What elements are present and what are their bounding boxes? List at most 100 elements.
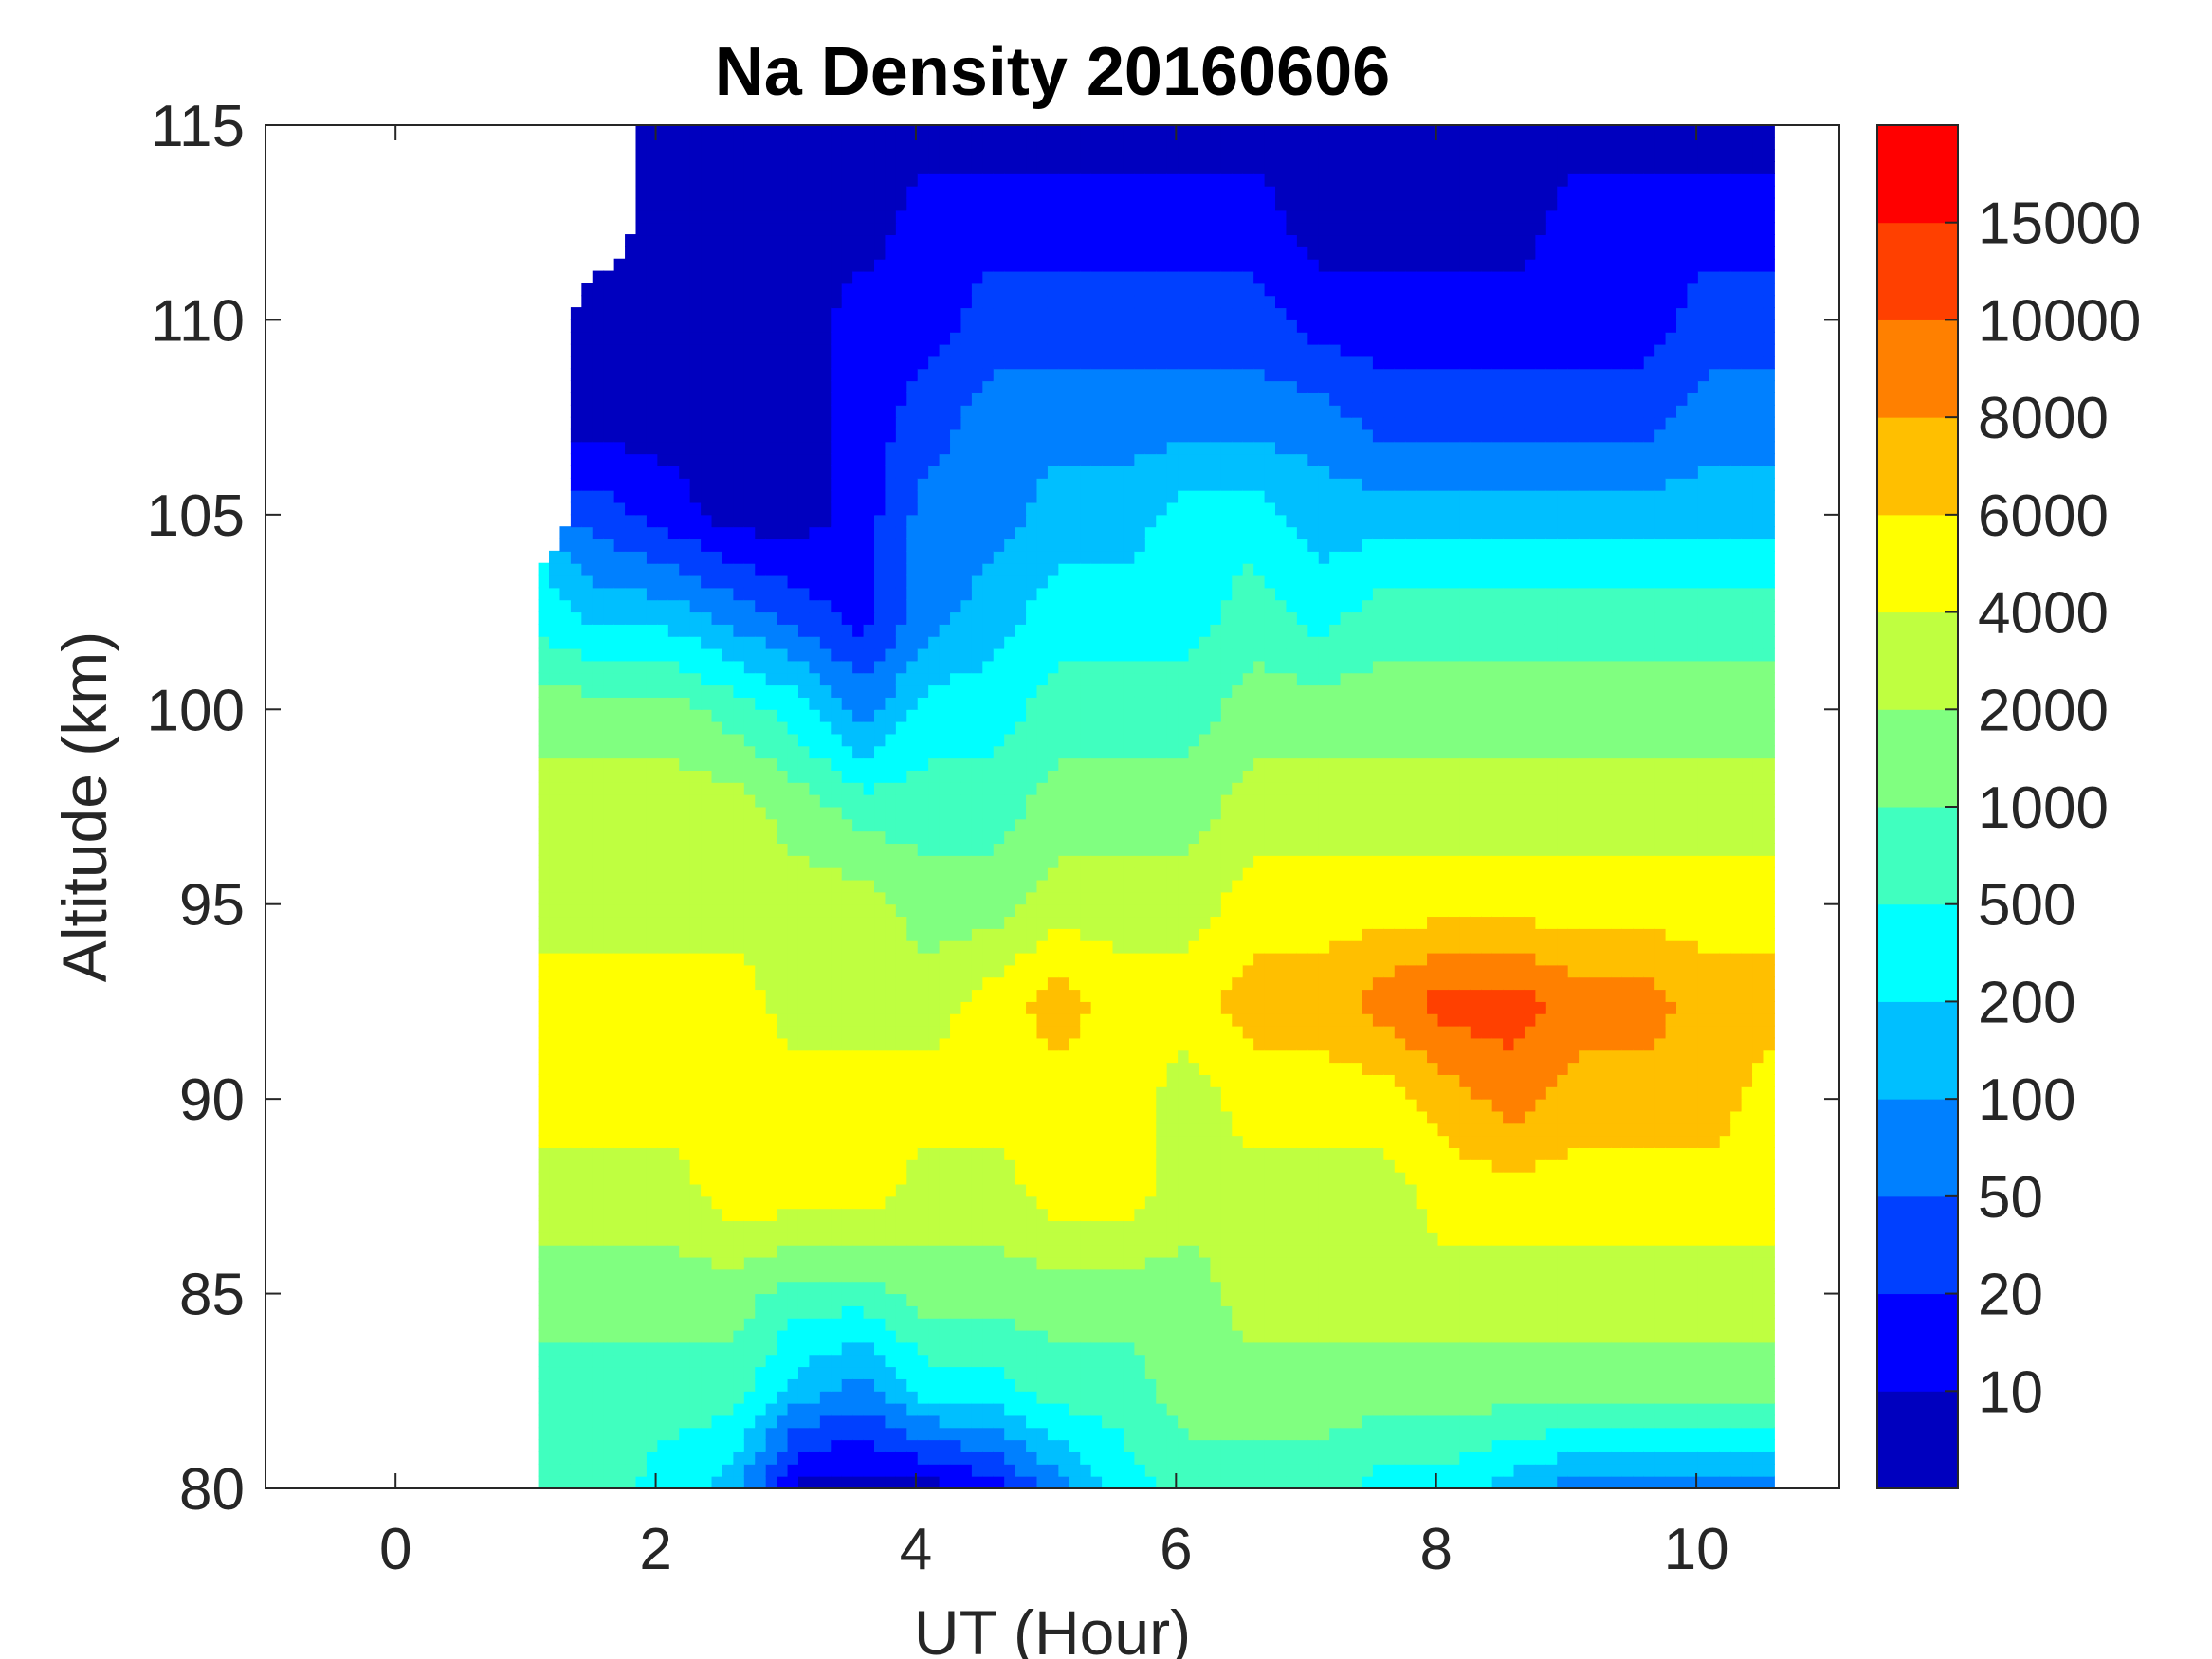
contour-cell [667,501,681,516]
contour-cell [787,757,799,771]
contour-cell [917,611,930,625]
contour-cell [939,477,952,491]
contour-cell [765,307,778,320]
contour-cell [625,806,637,820]
contour-cell [592,1390,605,1404]
contour-cell [743,1293,757,1306]
contour-cell [982,210,995,224]
contour-cell [538,623,551,637]
contour-cell [625,246,637,260]
contour-cell [787,635,799,649]
contour-cell [657,1147,669,1160]
contour-cell [689,1147,703,1160]
contour-cell [841,1012,854,1027]
contour-cell [549,1208,561,1222]
contour-cell [831,587,843,601]
contour-cell [906,574,919,589]
contour-cell [950,1135,962,1148]
contour-cell [874,866,887,881]
contour-cell [797,1390,811,1404]
contour-cell [895,1329,908,1343]
contour-cell [831,1450,843,1465]
contour-cell [885,1450,897,1465]
contour-cell [733,185,745,199]
contour-cell [841,137,854,151]
contour-cell [917,1377,930,1392]
contour-cell [809,380,821,393]
contour-cell [635,137,648,151]
contour-cell [635,708,648,722]
contour-cell [613,368,627,382]
contour-cell [841,1354,854,1368]
contour-cell [939,1341,952,1356]
contour-cell [549,1414,561,1429]
contour-cell [765,927,778,941]
contour-cell [733,1402,745,1416]
contour-cell [711,246,723,260]
contour-cell [570,806,583,820]
contour-cell [755,1158,767,1173]
contour-cell [885,149,897,163]
contour-cell [646,1025,659,1039]
contour-cell [960,989,973,1002]
contour-cell [667,477,681,491]
contour-cell [1026,1037,1038,1051]
contour-cell [841,733,854,747]
contour-cell [667,1427,681,1441]
contour-cell [841,635,854,649]
contour-cell [667,283,681,297]
contour-cell [797,246,811,260]
contour-cell [787,1439,799,1452]
contour-cell [679,696,691,710]
contour-cell [733,283,745,297]
contour-cell [852,1377,865,1392]
contour-cell [646,270,659,284]
contour-cell [950,550,962,564]
contour-cell [1015,843,1028,856]
contour-cell [841,1256,854,1270]
contour-cell [549,1256,561,1270]
contour-cell [895,989,908,1002]
contour-cell [1026,720,1038,735]
contour-cell [689,428,703,443]
contour-cell [625,1427,637,1441]
contour-cell [755,599,767,613]
contour-cell [1036,916,1049,929]
contour-cell [906,1208,919,1222]
contour-cell [809,1256,821,1270]
contour-cell [679,501,691,516]
contour-cell [863,806,876,820]
contour-cell [917,903,930,918]
contour-cell [613,1122,627,1137]
contour-cell [635,477,648,491]
contour-cell [982,1414,995,1429]
contour-cell [625,1341,637,1356]
contour-cell [559,1304,572,1319]
contour-cell [701,1231,713,1246]
contour-cell [971,550,984,564]
contour-cell [819,1195,832,1210]
contour-cell [960,550,973,564]
contour-cell [950,1085,962,1100]
contour-cell [874,428,887,443]
contour-cell [993,1354,1006,1368]
contour-cell [625,927,637,941]
contour-cell [841,757,854,771]
contour-cell [993,1304,1006,1319]
contour-cell [538,1231,551,1246]
contour-cell [635,1329,648,1343]
contour-cell [538,903,551,918]
contour-cell [549,757,561,771]
contour-cell [950,1025,962,1039]
contour-cell [549,1049,561,1064]
contour-cell [1004,1220,1016,1233]
contour-cell [819,1231,832,1246]
contour-cell [711,696,723,710]
contour-cell [559,1414,572,1429]
contour-cell [667,830,681,845]
contour-cell [928,1341,941,1356]
contour-cell [906,903,919,918]
contour-cell [787,1475,799,1489]
contour-cell [906,562,919,576]
contour-cell [733,441,745,455]
